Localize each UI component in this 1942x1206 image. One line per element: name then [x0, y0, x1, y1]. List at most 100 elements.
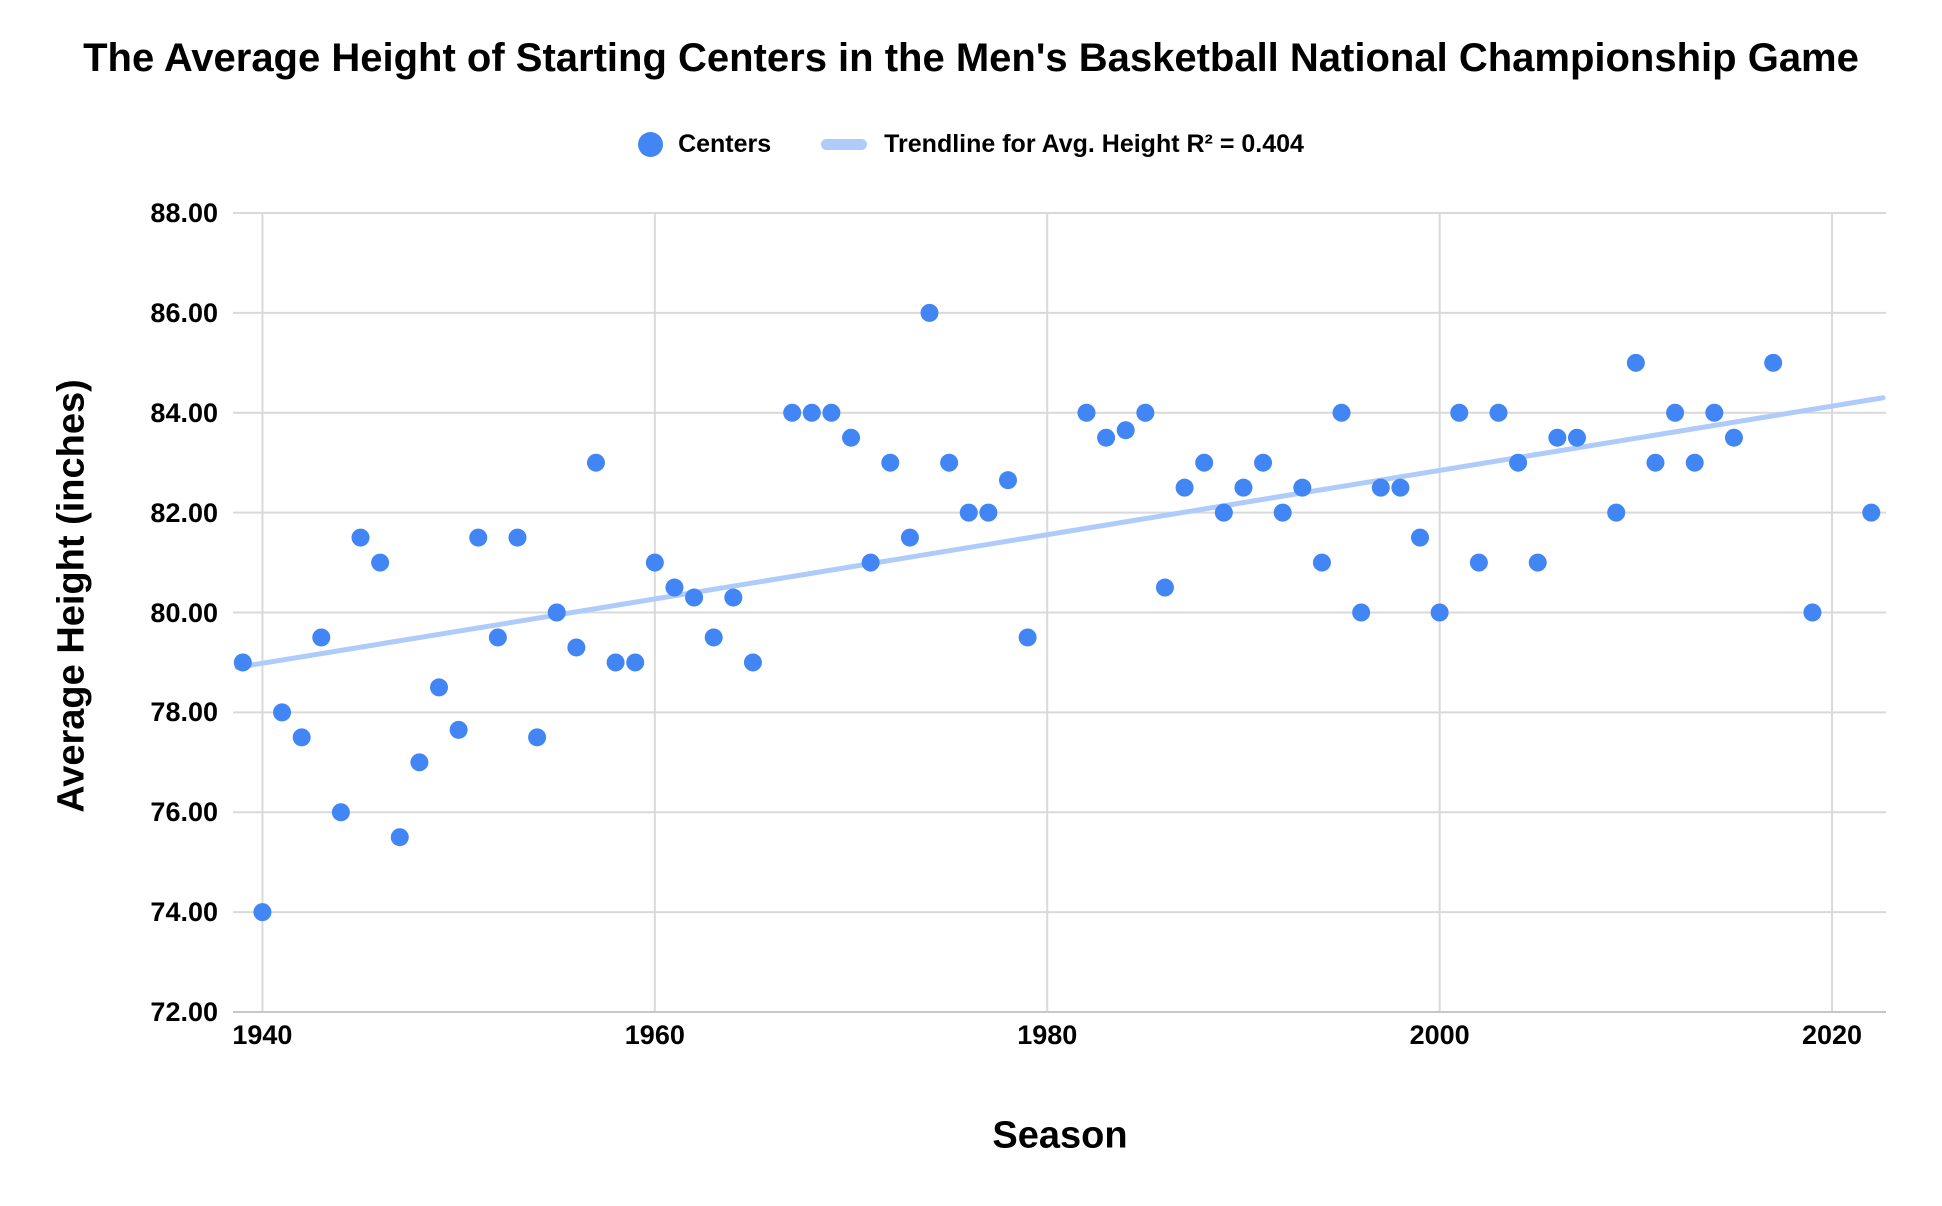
x-tick-1940: 1940 — [232, 1020, 293, 1050]
data-point-1985[interactable] — [1136, 403, 1155, 422]
data-point-1948[interactable] — [410, 753, 429, 772]
legend: Centers Trendline for Avg. Height R² = 0… — [0, 130, 1942, 159]
data-point-1955[interactable] — [547, 603, 566, 622]
data-point-1987[interactable] — [1175, 478, 1194, 497]
trendline[interactable] — [234, 395, 1886, 670]
y-tick-86.00: 86.00 — [150, 297, 218, 328]
legend-label-trendline[interactable]: Trendline for Avg. Height R² = 0.404 — [884, 130, 1304, 158]
data-point-1969[interactable] — [822, 403, 841, 422]
data-point-2003[interactable] — [1489, 403, 1508, 422]
data-point-2007[interactable] — [1567, 428, 1586, 447]
data-point-2014[interactable] — [1705, 403, 1724, 422]
data-point-1975[interactable] — [940, 453, 959, 472]
data-point-1997[interactable] — [1371, 478, 1390, 497]
data-point-2005[interactable] — [1528, 553, 1547, 572]
data-point-1984[interactable] — [1116, 421, 1135, 440]
data-point-2002[interactable] — [1469, 553, 1488, 572]
data-point-2000[interactable] — [1430, 603, 1449, 622]
y-tick-74.00: 74.00 — [150, 897, 218, 928]
y-tick-82.00: 82.00 — [150, 497, 218, 528]
data-point-1950[interactable] — [449, 720, 468, 739]
data-point-1939[interactable] — [233, 653, 252, 672]
data-point-1943[interactable] — [312, 628, 331, 647]
data-point-1986[interactable] — [1155, 578, 1174, 597]
data-point-1970[interactable] — [842, 428, 861, 447]
chart-title: The Average Height of Starting Centers i… — [83, 36, 1859, 80]
data-point-1952[interactable] — [488, 628, 507, 647]
y-tick-80.00: 80.00 — [150, 597, 218, 628]
data-point-2013[interactable] — [1685, 453, 1704, 472]
data-point-1949[interactable] — [430, 678, 449, 697]
data-point-1990[interactable] — [1234, 478, 1253, 497]
data-point-1945[interactable] — [351, 528, 370, 547]
data-point-1972[interactable] — [881, 453, 900, 472]
data-point-1940[interactable] — [253, 903, 272, 922]
data-point-1988[interactable] — [1195, 453, 1214, 472]
y-tick-72.00: 72.00 — [150, 997, 218, 1027]
legend-label-centers[interactable]: Centers — [678, 130, 772, 158]
data-point-1989[interactable] — [1214, 503, 1233, 522]
trendline-swatch[interactable] — [821, 139, 868, 150]
y-tick-84.00: 84.00 — [150, 397, 218, 428]
x-tick-2000: 2000 — [1409, 1020, 1470, 1050]
data-point-1958[interactable] — [606, 653, 625, 672]
data-point-1957[interactable] — [586, 453, 605, 472]
data-point-2010[interactable] — [1626, 353, 1645, 372]
data-point-1996[interactable] — [1352, 603, 1371, 622]
data-point-2022[interactable] — [1862, 503, 1881, 522]
data-point-1963[interactable] — [704, 628, 723, 647]
data-point-1992[interactable] — [1273, 503, 1292, 522]
data-point-1979[interactable] — [1018, 628, 1037, 647]
data-point-1946[interactable] — [371, 553, 390, 572]
data-point-2012[interactable] — [1666, 403, 1685, 422]
x-tick-2020: 2020 — [1801, 1020, 1863, 1050]
data-point-1968[interactable] — [802, 403, 821, 422]
data-point-1974[interactable] — [920, 303, 939, 322]
data-point-1983[interactable] — [1097, 428, 1116, 447]
data-point-1944[interactable] — [331, 803, 350, 822]
data-point-1999[interactable] — [1411, 528, 1430, 547]
data-point-2011[interactable] — [1646, 453, 1665, 472]
data-point-1976[interactable] — [959, 503, 978, 522]
data-point-1954[interactable] — [528, 728, 547, 747]
data-point-1953[interactable] — [508, 528, 527, 547]
data-point-1959[interactable] — [626, 653, 645, 672]
data-point-1993[interactable] — [1293, 478, 1312, 497]
data-point-2006[interactable] — [1548, 428, 1567, 447]
data-point-1941[interactable] — [273, 703, 292, 722]
data-point-1994[interactable] — [1312, 553, 1331, 572]
data-point-1998[interactable] — [1391, 478, 1410, 497]
y-tick-88.00: 88.00 — [150, 198, 218, 228]
data-point-1978[interactable] — [998, 471, 1017, 490]
data-point-1982[interactable] — [1077, 403, 1096, 422]
data-point-1960[interactable] — [645, 553, 664, 572]
data-point-1956[interactable] — [567, 638, 586, 657]
data-point-1971[interactable] — [861, 553, 880, 572]
data-point-2004[interactable] — [1509, 453, 1528, 472]
data-point-2019[interactable] — [1803, 603, 1822, 622]
y-axis-title: Average Height (inches) — [50, 379, 93, 813]
data-point-1973[interactable] — [900, 528, 919, 547]
data-point-1951[interactable] — [469, 528, 488, 547]
y-tick-76.00: 76.00 — [150, 797, 218, 828]
data-point-1964[interactable] — [724, 588, 743, 607]
data-point-1967[interactable] — [783, 403, 802, 422]
data-point-2009[interactable] — [1607, 503, 1626, 522]
x-tick-1980: 1980 — [1017, 1020, 1078, 1050]
data-point-2001[interactable] — [1450, 403, 1469, 422]
data-point-1991[interactable] — [1254, 453, 1273, 472]
data-point-1942[interactable] — [292, 728, 311, 747]
x-tick-1960: 1960 — [624, 1020, 685, 1050]
data-point-1961[interactable] — [665, 578, 684, 597]
centers-series-swatch[interactable] — [638, 132, 664, 157]
x-axis-title: Season — [992, 1114, 1128, 1157]
data-point-1947[interactable] — [390, 828, 409, 847]
data-point-1965[interactable] — [743, 653, 762, 672]
data-point-2015[interactable] — [1724, 428, 1743, 447]
data-point-2017[interactable] — [1764, 353, 1783, 372]
data-point-1977[interactable] — [979, 503, 998, 522]
data-point-1995[interactable] — [1332, 403, 1351, 422]
data-point-1962[interactable] — [685, 588, 704, 607]
